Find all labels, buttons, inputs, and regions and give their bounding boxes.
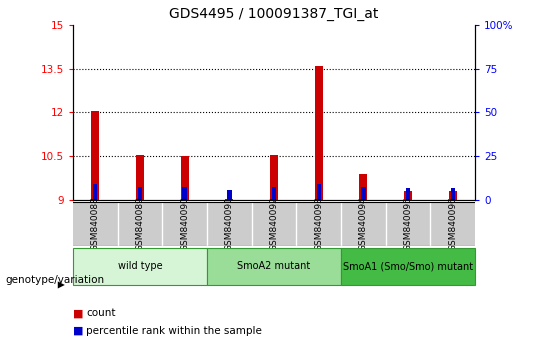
Bar	[180, 156, 188, 200]
Text: percentile rank within the sample: percentile rank within the sample	[86, 326, 262, 336]
Bar	[227, 190, 232, 200]
Bar	[361, 187, 366, 200]
Text: GSM840096: GSM840096	[448, 196, 457, 251]
Bar	[449, 191, 457, 200]
Bar	[272, 187, 276, 200]
Bar	[138, 187, 142, 200]
Title: GDS4495 / 100091387_TGI_at: GDS4495 / 100091387_TGI_at	[170, 7, 379, 21]
Bar	[360, 174, 368, 200]
Text: SmoA2 mutant: SmoA2 mutant	[238, 261, 310, 272]
Bar	[406, 188, 410, 200]
Bar	[225, 199, 233, 200]
Polygon shape	[58, 281, 65, 289]
Bar	[404, 191, 412, 200]
Bar	[73, 248, 207, 285]
Bar	[316, 184, 321, 200]
Text: GSM840094: GSM840094	[359, 196, 368, 251]
Text: GSM840088: GSM840088	[91, 196, 100, 251]
Bar	[270, 155, 278, 200]
Text: ■: ■	[73, 326, 83, 336]
Text: wild type: wild type	[118, 261, 162, 272]
Bar	[91, 111, 99, 200]
Text: GSM840095: GSM840095	[403, 196, 413, 251]
Text: count: count	[86, 308, 116, 318]
Bar	[450, 188, 455, 200]
Text: GSM840091: GSM840091	[225, 196, 234, 251]
Bar	[136, 155, 144, 200]
Text: GSM840092: GSM840092	[269, 196, 279, 251]
Bar	[341, 248, 475, 285]
Bar	[315, 66, 323, 200]
Text: genotype/variation: genotype/variation	[5, 275, 105, 285]
Bar	[183, 187, 187, 200]
Text: SmoA1 (Smo/Smo) mutant: SmoA1 (Smo/Smo) mutant	[343, 261, 473, 272]
Bar	[93, 184, 98, 200]
Text: GSM840089: GSM840089	[136, 196, 145, 251]
Bar	[207, 248, 341, 285]
Text: GSM840090: GSM840090	[180, 196, 189, 251]
Text: GSM840093: GSM840093	[314, 196, 323, 251]
Text: ■: ■	[73, 308, 83, 318]
